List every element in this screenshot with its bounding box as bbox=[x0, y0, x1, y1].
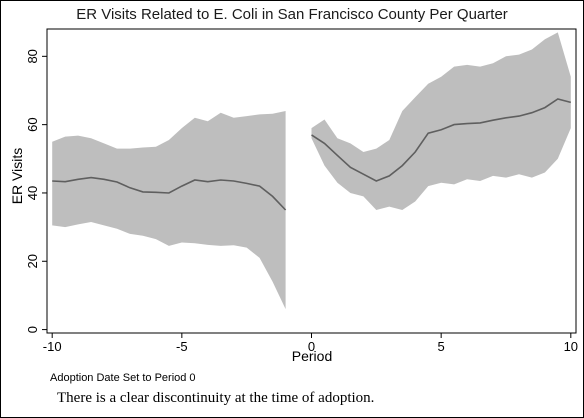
y-tick-label: 20 bbox=[25, 254, 40, 268]
caption: There is a clear discontinuity at the ti… bbox=[57, 390, 375, 406]
x-tick-label: 10 bbox=[564, 339, 578, 354]
series-lines bbox=[52, 98, 572, 211]
y-tick-label: 0 bbox=[25, 326, 40, 333]
y-tick-label: 80 bbox=[25, 49, 40, 63]
y-tick-label: 40 bbox=[25, 186, 40, 200]
x-tick-label: 5 bbox=[438, 339, 445, 354]
y-tick-label: 60 bbox=[25, 117, 40, 131]
estimate-line-post-adoption bbox=[311, 98, 572, 182]
x-tick-label: -5 bbox=[176, 339, 188, 354]
x-tick-label: 0 bbox=[308, 339, 315, 354]
confidence-band-pre-adoption bbox=[52, 111, 286, 310]
estimate-line-pre-adoption bbox=[52, 176, 287, 211]
axes: -10 -5 0 5 10 0 20 40 60 80 bbox=[25, 49, 578, 354]
footnote: Adoption Date Set to Period 0 bbox=[50, 372, 196, 384]
x-axis-label: Period bbox=[291, 348, 333, 364]
y-axis-label: ER Visits bbox=[9, 147, 25, 205]
x-tick-label: -10 bbox=[43, 339, 62, 354]
confidence-band-post-adoption bbox=[311, 32, 571, 211]
chart-title: ER Visits Related to E. Coli in San Fran… bbox=[76, 6, 508, 23]
confidence-bands bbox=[52, 32, 571, 310]
